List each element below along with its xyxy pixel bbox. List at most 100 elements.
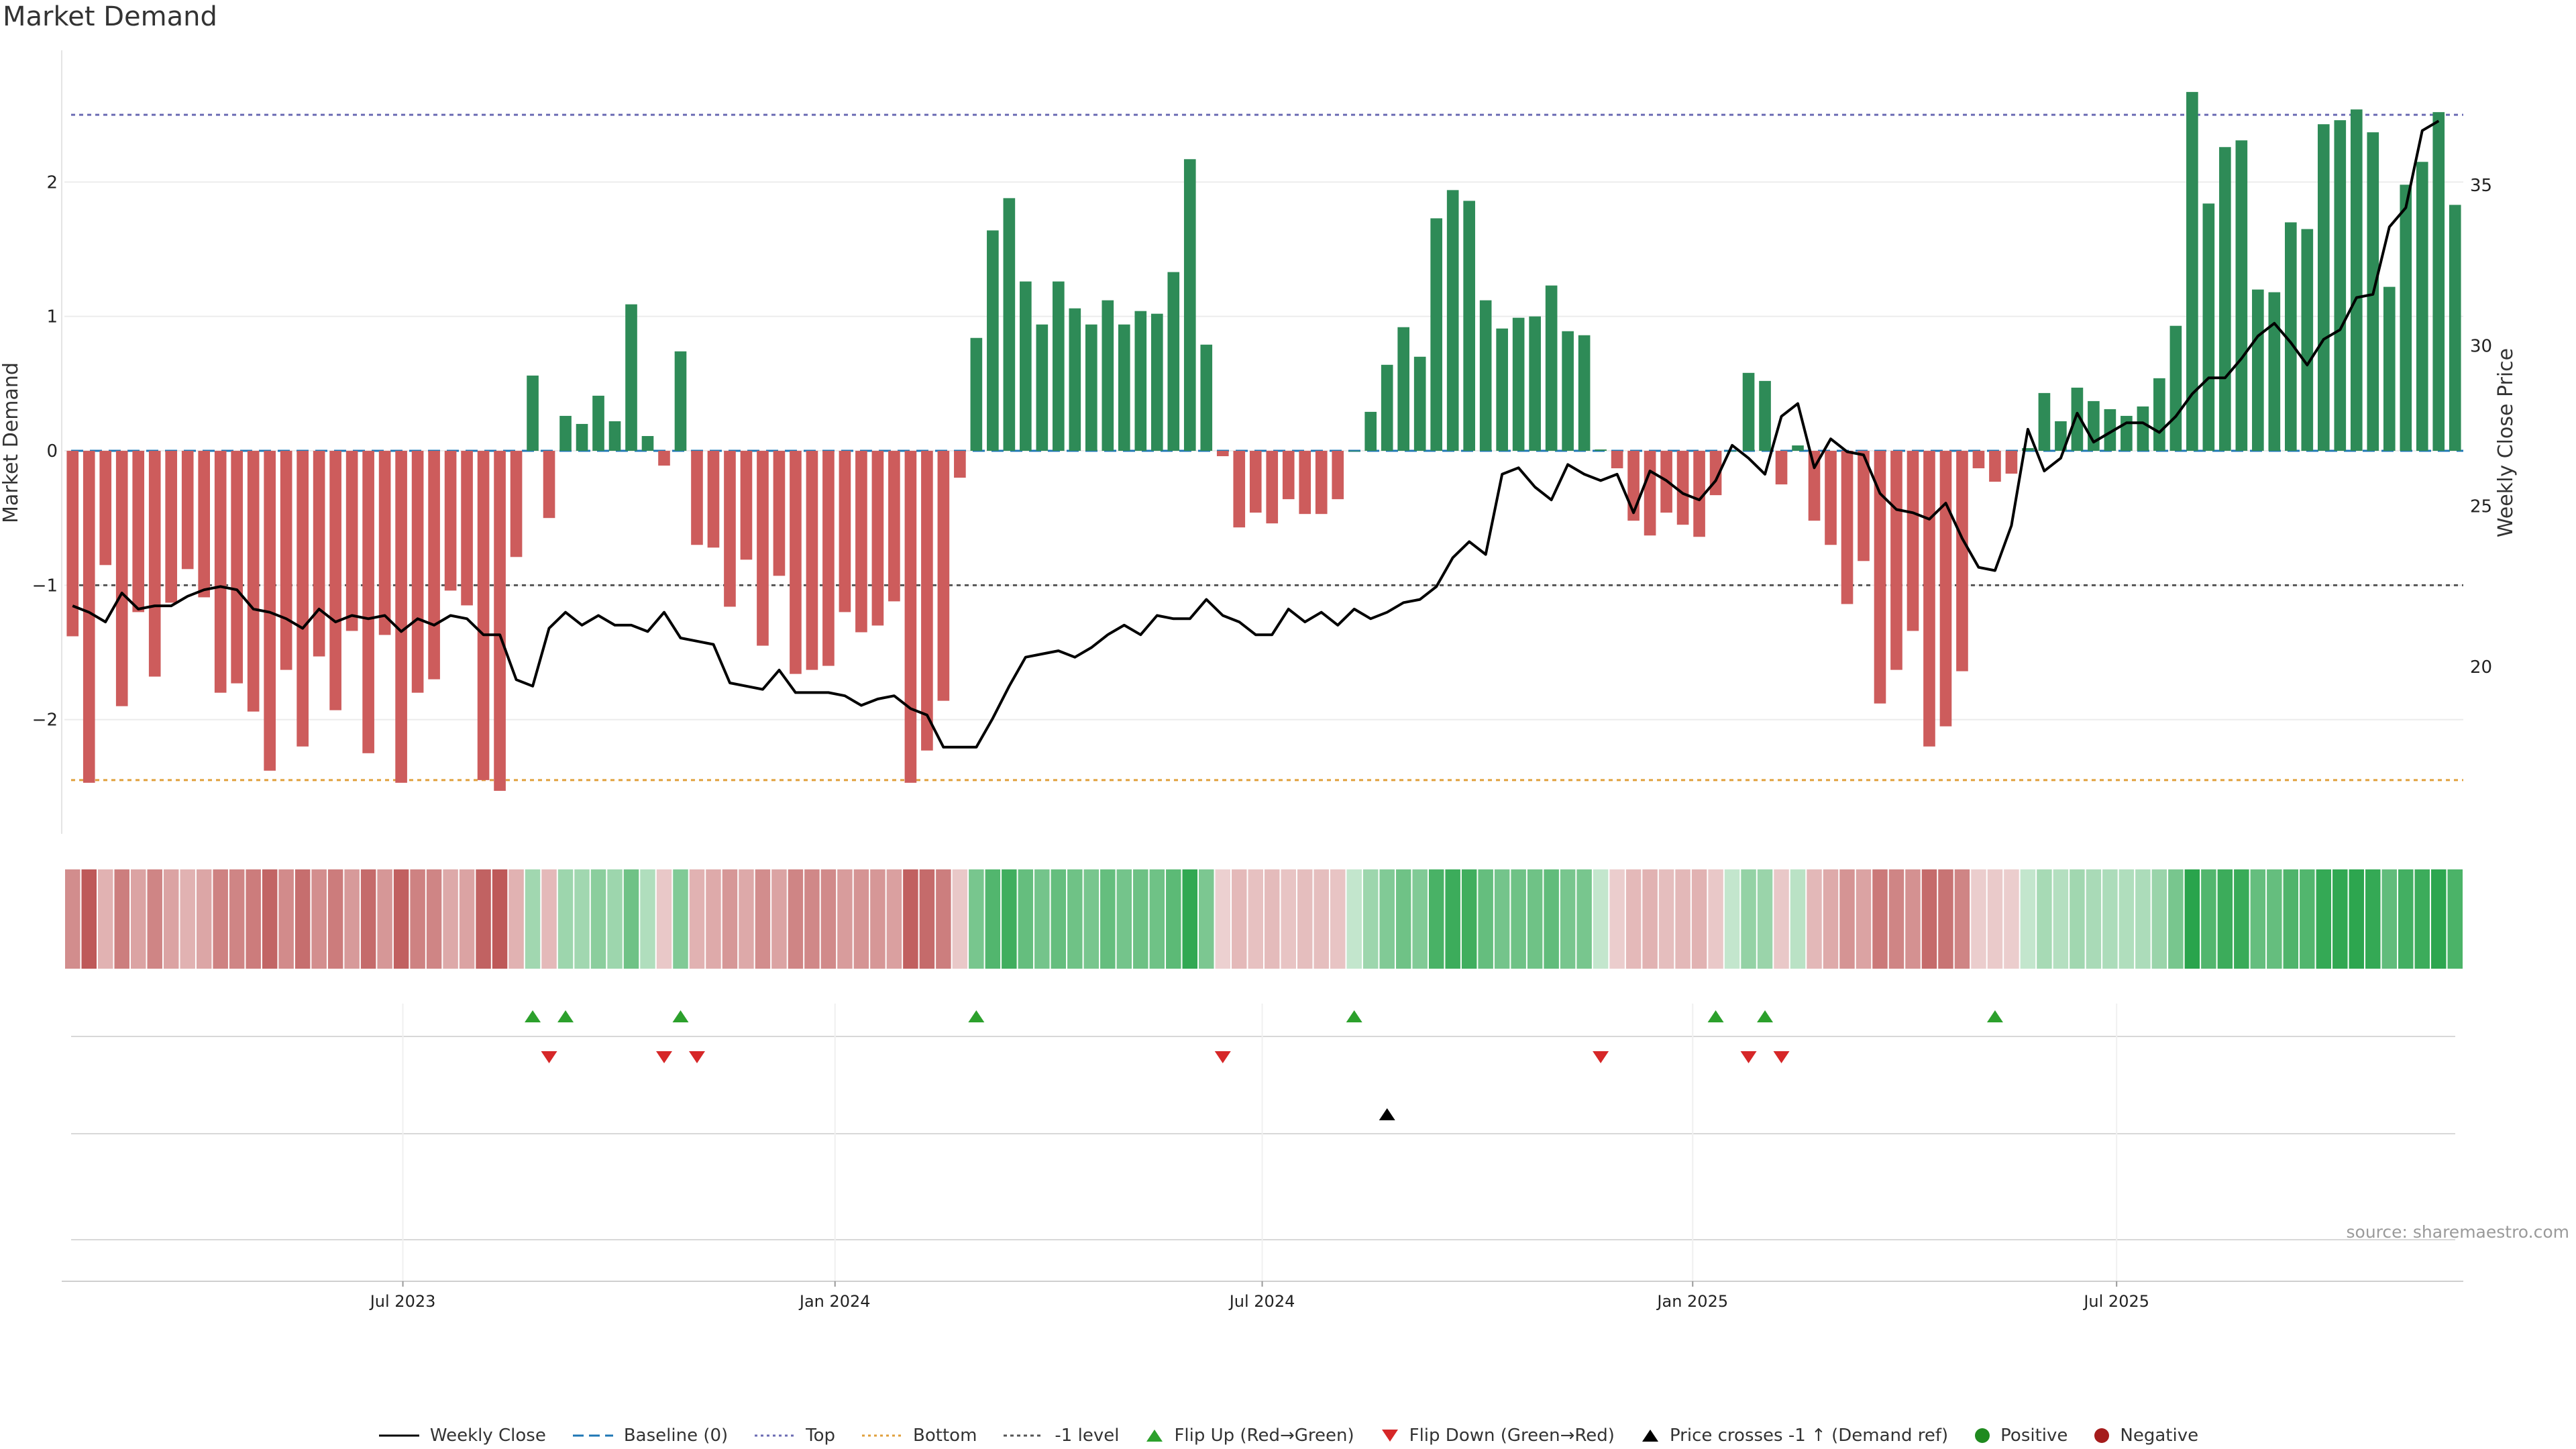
- heatmap-cell: [969, 869, 984, 969]
- legend-label: Bottom: [913, 1426, 977, 1446]
- heatmap-cell: [2414, 869, 2430, 969]
- demand-bar: [2219, 147, 2231, 451]
- legend-dot-swatch: [755, 1434, 796, 1437]
- heatmap-cell: [1494, 869, 1510, 969]
- demand-bar: [674, 351, 687, 451]
- demand-bar: [1085, 324, 1097, 451]
- x-tick-label: Jul 2023: [369, 1292, 436, 1311]
- heatmap-cell: [1954, 869, 1970, 969]
- demand-bar: [1299, 451, 1311, 515]
- demand-bar: [1102, 300, 1114, 451]
- circle-icon: [2094, 1428, 2110, 1443]
- heatmap-cell: [1248, 869, 1263, 969]
- heatmap-cell: [1034, 869, 1050, 969]
- demand-bar: [2383, 286, 2396, 451]
- heatmap-cell: [1971, 869, 1986, 969]
- demand-bar: [115, 451, 128, 706]
- heatmap-cell: [1675, 869, 1690, 969]
- demand-bar: [2005, 451, 2018, 474]
- flip-up-marker: [1986, 1010, 2003, 1022]
- demand-bar: [1496, 328, 1508, 451]
- demand-bar: [970, 337, 983, 451]
- demand-bar: [822, 451, 835, 666]
- heatmap-cell: [508, 869, 524, 969]
- heatmap-cell: [2070, 869, 2085, 969]
- demand-bar: [1825, 451, 1837, 545]
- demand-bar: [181, 451, 194, 570]
- demand-bar: [2301, 229, 2314, 451]
- heatmap-cell: [262, 869, 278, 969]
- demand-bar: [954, 451, 966, 478]
- heatmap-cell: [1067, 869, 1083, 969]
- heatmap-cell: [1149, 869, 1165, 969]
- demand-bar: [1020, 281, 1032, 451]
- demand-bar: [2121, 415, 2133, 451]
- heatmap-cell: [1133, 869, 1148, 969]
- demand-bar: [1249, 451, 1262, 513]
- demand-bar: [1529, 316, 1541, 451]
- heatmap-cell: [377, 869, 392, 969]
- flip-down-marker: [1773, 1051, 1790, 1063]
- heatmap-cell: [2250, 869, 2266, 969]
- demand-bar: [1315, 451, 1328, 515]
- demand-bar: [576, 423, 588, 451]
- demand-bar: [329, 451, 341, 710]
- heatmap-cell: [1724, 869, 1740, 969]
- x-tick-label: Jul 2025: [2082, 1292, 2149, 1311]
- heatmap-cell: [541, 869, 557, 969]
- heatmap-cell: [525, 869, 541, 969]
- heatmap-cell: [2020, 869, 2036, 969]
- demand-bar: [1923, 451, 1935, 747]
- flip-up-marker: [968, 1010, 985, 1022]
- demand-bar: [1545, 285, 1558, 451]
- heatmap-cell: [2053, 869, 2069, 969]
- heatmap-cell: [2267, 869, 2282, 969]
- heatmap-cell: [1395, 869, 1411, 969]
- heatmap-cell: [2349, 869, 2365, 969]
- heatmap-cell: [1002, 869, 1017, 969]
- demand-bars: [66, 92, 2461, 791]
- demand-bar: [773, 451, 786, 576]
- heatmap-cell: [327, 869, 343, 969]
- demand-bar: [871, 451, 884, 626]
- flip-up-marker: [525, 1010, 541, 1022]
- heatmap-cell: [1872, 869, 1888, 969]
- demand-bar: [99, 451, 112, 566]
- heatmap-cell: [2201, 869, 2216, 969]
- legend-label: Price crosses -1 ↑ (Demand ref): [1669, 1426, 1949, 1446]
- demand-bar: [2449, 205, 2461, 451]
- demand-bar: [1282, 451, 1295, 500]
- heatmap-cell: [1560, 869, 1576, 969]
- heatmap-cell: [1708, 869, 1723, 969]
- heatmap-cell: [656, 869, 672, 969]
- demand-bar: [214, 451, 227, 693]
- heatmap-cell: [788, 869, 804, 969]
- demand-bar: [313, 451, 325, 657]
- demand-bar: [592, 395, 604, 451]
- heatmap-cell: [459, 869, 475, 969]
- heatmap-cell: [1297, 869, 1313, 969]
- flip-up-marker: [1346, 1010, 1362, 1022]
- demand-bar: [1381, 364, 1393, 451]
- demand-bar: [395, 451, 407, 783]
- legend-item-price-cross: Price crosses -1 ↑ (Demand ref): [1640, 1426, 1948, 1446]
- triangle-up-icon: [1642, 1430, 1658, 1442]
- y-tick-label: 0: [46, 441, 58, 462]
- demand-bar: [83, 451, 95, 783]
- heatmap-cell: [2004, 869, 2019, 969]
- heatmap-cell: [2398, 869, 2414, 969]
- demand-bar: [231, 451, 243, 684]
- demand-bar: [1841, 451, 1854, 604]
- heatmap-cell: [673, 869, 688, 969]
- heatmap-cell: [2365, 869, 2381, 969]
- legend-label: Weekly Close: [429, 1426, 546, 1446]
- demand-bar: [1578, 335, 1591, 451]
- source-note: source: sharemaestro.com: [2346, 1222, 2570, 1242]
- demand-bar: [428, 451, 440, 680]
- demand-bar: [444, 451, 457, 591]
- legend-item-bottom: Bottom: [861, 1426, 977, 1446]
- demand-bar: [1216, 451, 1229, 457]
- demand-bar: [2137, 406, 2149, 451]
- heatmap-cell: [1166, 869, 1181, 969]
